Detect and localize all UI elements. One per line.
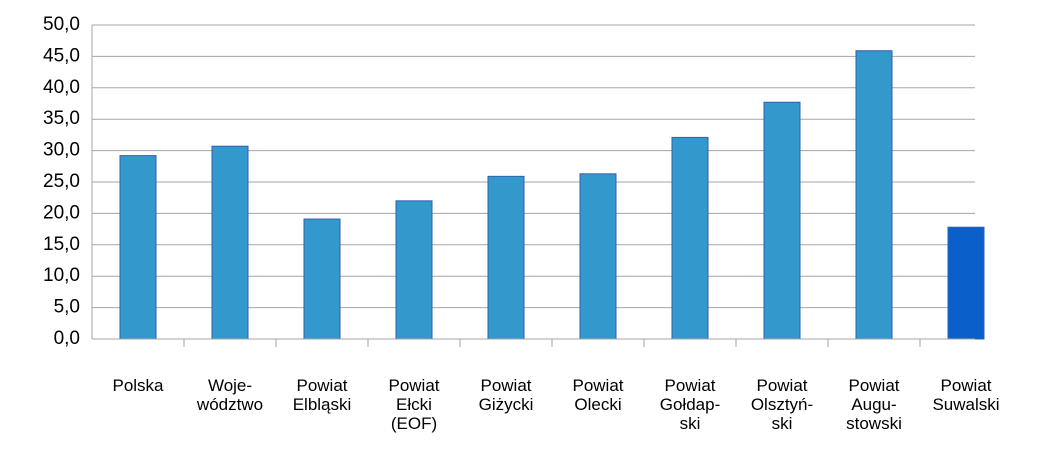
y-tick-label: 30,0 [43, 140, 80, 161]
x-tick-label: Powiat Suwalski [932, 376, 1000, 414]
x-tick-label: Powiat Augu- stowski [846, 376, 902, 433]
y-tick-label: 15,0 [43, 234, 80, 255]
y-tick-label: 40,0 [43, 77, 80, 98]
y-tick-label: 25,0 [43, 171, 80, 192]
x-tick-label: Powiat Olsztyń- ski [750, 376, 814, 433]
x-tick-label: Powiat Olecki [572, 376, 624, 414]
bar [855, 50, 893, 340]
x-tick-label: Polska [112, 376, 164, 395]
bar [395, 200, 433, 340]
y-tick-label: 0,0 [54, 328, 80, 349]
bar [579, 173, 617, 340]
bar [671, 136, 709, 340]
bar [119, 155, 157, 340]
bar [763, 101, 801, 340]
y-tick-label: 5,0 [54, 297, 80, 318]
x-tick-label: Powiat Elbląski [292, 376, 352, 414]
bar [487, 175, 525, 340]
y-tick-label: 45,0 [43, 45, 80, 66]
x-tick-label: Powiat Giżycki [478, 376, 534, 414]
y-tick-label: 35,0 [43, 108, 80, 129]
y-tick-label: 10,0 [43, 265, 80, 286]
bar [211, 145, 249, 340]
y-tick-label: 50,0 [43, 14, 80, 35]
x-tick-label: Powiat Ełcki (EOF) [388, 376, 440, 433]
y-tick-label: 20,0 [43, 202, 80, 223]
bar [303, 218, 341, 340]
x-tick-label: Woje- wództwo [196, 376, 264, 414]
bar [947, 226, 985, 340]
x-tick-label: Powiat Gołdap- ski [659, 376, 721, 433]
